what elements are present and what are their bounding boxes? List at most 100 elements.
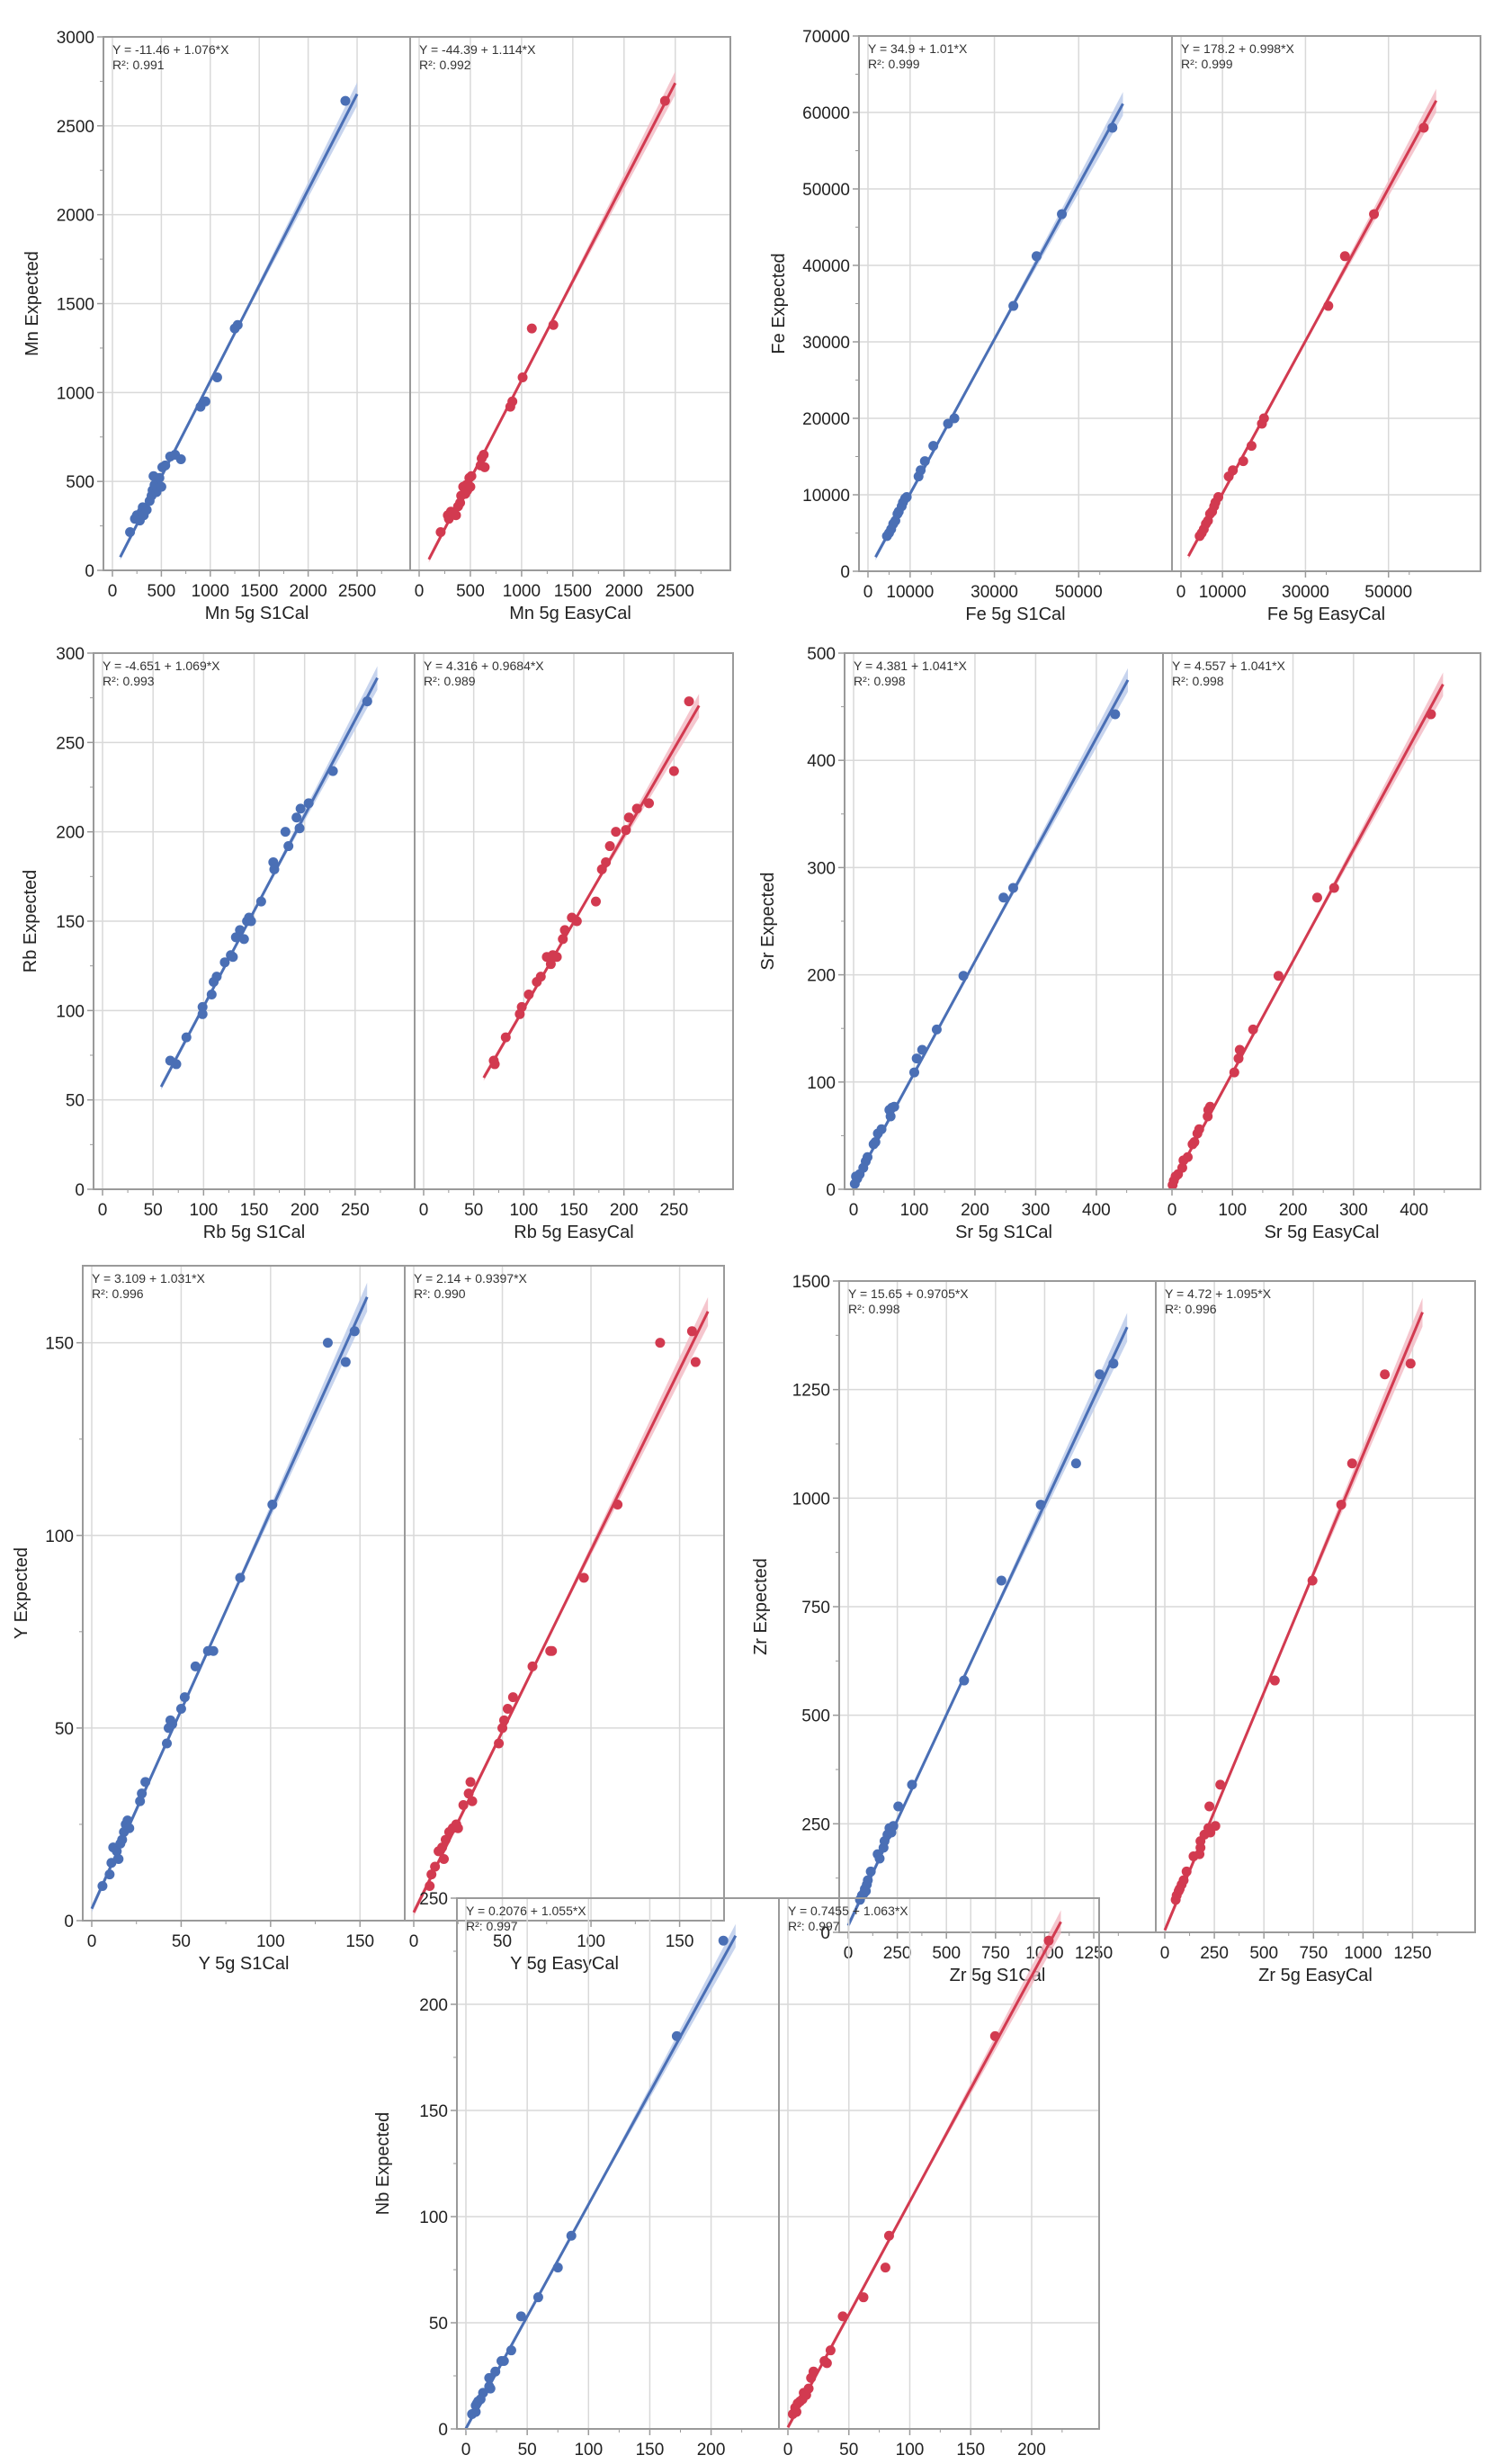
fit-line — [90, 1296, 369, 1910]
x-tick-label: 100 — [256, 1932, 285, 1951]
data-point — [122, 1815, 133, 1826]
data-point — [1307, 1575, 1318, 1586]
x-tick-label: 250 — [883, 1944, 912, 1963]
data-point — [1426, 709, 1436, 720]
data-point — [1311, 892, 1322, 903]
y-tick-label: 30000 — [802, 334, 850, 353]
data-point — [821, 2358, 832, 2369]
y-axis-label: Rb Expected — [21, 870, 40, 973]
r-squared: R²: 0.998 — [1172, 674, 1224, 688]
r-squared: R²: 0.992 — [419, 58, 471, 72]
data-point — [1228, 465, 1239, 476]
fit-equation: Y = 178.2 + 0.998*X — [1181, 41, 1295, 56]
x-tick-label: 100 — [577, 1932, 605, 1951]
data-point — [1346, 1458, 1357, 1469]
data-point — [1380, 1369, 1391, 1380]
data-point — [1178, 1875, 1189, 1886]
data-point — [267, 1500, 278, 1510]
y-tick-label: 100 — [807, 1074, 836, 1093]
data-point — [1204, 1801, 1215, 1812]
data-point — [1204, 1101, 1215, 1112]
fit-equation: Y = 4.557 + 1.041*X — [1172, 659, 1286, 673]
data-point — [551, 952, 562, 963]
x-axis-label: Zr 5g S1Cal — [950, 1966, 1046, 1985]
y-tick-label: 1000 — [57, 384, 94, 403]
data-point — [166, 1719, 177, 1730]
data-point — [515, 2311, 526, 2322]
plot-frame — [103, 36, 731, 571]
data-point — [206, 989, 217, 999]
data-point — [989, 2030, 1000, 2041]
data-point — [466, 470, 477, 481]
data-point — [135, 1796, 146, 1806]
data-point — [1035, 1500, 1046, 1510]
x-tick-label: 0 — [87, 1932, 97, 1951]
data-point — [162, 1738, 173, 1749]
x-tick-label: 2500 — [338, 582, 376, 601]
x-tick-label: 150 — [559, 1201, 588, 1220]
fit-equation: Y = 0.7455 + 1.063*X — [788, 1904, 908, 1918]
fit-equation: Y = 15.65 + 0.9705*X — [848, 1286, 969, 1301]
data-point — [1336, 1500, 1346, 1510]
x-axis-label: Sr 5g S1Cal — [955, 1223, 1052, 1242]
data-point — [1210, 1821, 1221, 1832]
data-point — [604, 841, 615, 852]
y-tick-label: 100 — [45, 1528, 74, 1546]
y-tick-label: 10000 — [802, 487, 850, 506]
x-tick-label: 500 — [456, 582, 485, 601]
data-point — [425, 1880, 435, 1891]
fit-line — [412, 1311, 710, 1913]
data-point — [863, 1151, 873, 1162]
data-point — [181, 1032, 192, 1043]
data-point — [1418, 122, 1429, 133]
data-point — [1008, 300, 1019, 311]
data-point — [659, 95, 670, 106]
x-tick-label: 400 — [1082, 1201, 1111, 1220]
chart-y: 0 50 100 150 Y Expected 0 50 100 150 Y 5g S1Cal Y … — [12, 1265, 725, 1974]
data-point — [516, 1001, 527, 1012]
data-point — [479, 461, 490, 472]
x-tick-label: 0 — [849, 1201, 859, 1220]
x-tick-label: 150 — [666, 1932, 694, 1951]
data-point — [502, 1703, 513, 1714]
data-point — [883, 2230, 894, 2241]
x-tick-label: 50 — [144, 1201, 163, 1220]
plot-frame — [858, 35, 1481, 572]
x-tick-label: 100 — [896, 2441, 925, 2460]
data-point — [485, 2383, 496, 2394]
data-point — [426, 1869, 437, 1880]
panel-s1cal: 0 50 100 150 Y 5g S1Cal Y = 3.109 + 1.031*XR²… — [87, 1266, 374, 1974]
data-point — [435, 527, 446, 538]
fit-equation: Y = 0.2076 + 1.055*X — [466, 1904, 586, 1918]
x-axis-label: Fe 5g EasyCal — [1267, 605, 1385, 624]
data-point — [490, 2366, 501, 2377]
data-point — [1246, 441, 1257, 452]
data-point — [255, 896, 266, 907]
x-tick-label: 0 — [1167, 1201, 1177, 1220]
r-squared: R²: 0.997 — [466, 1919, 518, 1933]
data-point — [439, 1853, 449, 1864]
y-tick-label: 750 — [801, 1599, 830, 1617]
data-point — [874, 1853, 885, 1864]
data-point — [140, 1777, 151, 1788]
data-point — [1215, 1779, 1226, 1790]
y-tick-label: 0 — [820, 1924, 830, 1943]
data-point — [655, 1338, 666, 1348]
chart-zr: 0 250 500 750 1000 1250 1500 Zr Expected 0 250 500… — [751, 1273, 1476, 1985]
y-tick-label: 1500 — [792, 1273, 830, 1292]
fit-line — [482, 704, 701, 1079]
x-tick-label: 500 — [1249, 1944, 1278, 1963]
x-axis-label: Sr 5g EasyCal — [1265, 1223, 1380, 1242]
x-axis-label: Y 5g S1Cal — [199, 1954, 290, 1974]
data-point — [283, 841, 294, 852]
plot-frame — [82, 1265, 725, 1922]
data-point — [1213, 492, 1224, 503]
y-tick-label: 0 — [438, 2421, 448, 2440]
x-tick-label: 50 — [172, 1932, 191, 1951]
fit-line — [1170, 683, 1445, 1186]
y-tick-label: 300 — [56, 645, 85, 664]
data-point — [1189, 1137, 1200, 1148]
data-point — [507, 396, 518, 407]
x-axis-label: Fe 5g S1Cal — [965, 605, 1065, 624]
